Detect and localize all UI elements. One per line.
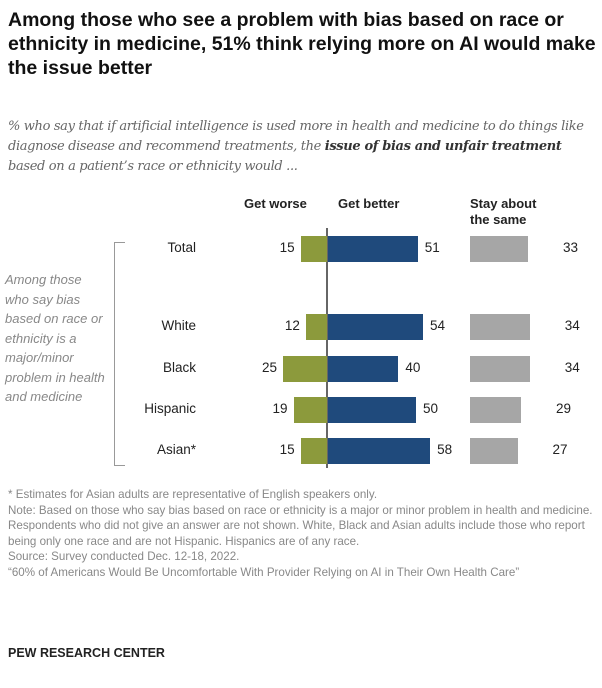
- subtitle-bold: issue of bias and unfair treatment: [324, 139, 562, 154]
- value-get-better: 50: [423, 401, 439, 416]
- bar-get-better: [328, 236, 418, 262]
- bar-stay-same: [470, 397, 522, 423]
- value-stay-same: 34: [564, 318, 580, 333]
- footnote-asian: * Estimates for Asian adults are represe…: [8, 488, 378, 501]
- category-label: White: [161, 318, 196, 333]
- value-get-worse: 15: [279, 240, 295, 255]
- bar-stay-same: [470, 438, 518, 464]
- zero-axis: [326, 228, 328, 468]
- chart-title: Among those who see a problem with bias …: [8, 9, 596, 79]
- value-get-worse: 25: [261, 360, 277, 375]
- bar-get-worse: [300, 236, 327, 262]
- value-get-better: 58: [437, 442, 453, 457]
- value-stay-same: 33: [563, 240, 579, 255]
- bar-get-worse: [283, 356, 327, 382]
- bar-stay-same: [470, 314, 530, 340]
- pew-logo: PEW RESEARCH CENTER: [8, 646, 165, 660]
- bar-get-better: [328, 438, 431, 464]
- value-get-worse: 19: [272, 401, 288, 416]
- value-get-worse: 12: [284, 318, 300, 333]
- side-label: Among those who say bias based on race o…: [5, 272, 105, 404]
- footnote-source: Source: Survey conducted Dec. 12-18, 202…: [8, 550, 240, 564]
- bar-stay-same: [470, 236, 529, 262]
- header-get-better: Get better: [338, 196, 400, 211]
- value-get-worse: 15: [279, 442, 295, 457]
- value-stay-same: 27: [552, 442, 568, 457]
- bar-get-worse: [300, 438, 327, 464]
- value-get-better: 40: [405, 360, 421, 375]
- bar-get-better: [328, 356, 399, 382]
- subtitle-text-end: based on a patient’s race or ethnicity w…: [8, 159, 298, 174]
- subtitle-text: % who say that if artificial intelligenc…: [8, 119, 584, 154]
- header-stay-same: Stay about the same: [470, 196, 537, 227]
- bar-get-better: [328, 314, 424, 340]
- bar-get-better: [328, 397, 416, 423]
- category-label: Total: [167, 240, 196, 255]
- footnote-report: “60% of Americans Would Be Uncomfortable…: [8, 565, 520, 579]
- group-bracket: [114, 242, 125, 466]
- chart-subtitle: % who say that if artificial intelligenc…: [8, 117, 600, 177]
- bar-get-worse: [293, 397, 327, 423]
- bar-get-worse: [305, 314, 327, 340]
- value-get-better: 51: [424, 240, 440, 255]
- category-label: Black: [162, 360, 196, 375]
- footnotes: * Estimates for Asian adults are represe…: [8, 487, 600, 581]
- value-stay-same: 34: [564, 360, 580, 375]
- value-stay-same: 29: [556, 401, 572, 416]
- bar-stay-same: [470, 356, 530, 382]
- header-get-worse: Get worse: [244, 196, 307, 211]
- value-get-better: 54: [430, 318, 446, 333]
- category-label: Hispanic: [144, 401, 196, 416]
- category-label: Asian*: [156, 442, 196, 457]
- footnote-note: Note: Based on those who say bias based …: [8, 503, 593, 548]
